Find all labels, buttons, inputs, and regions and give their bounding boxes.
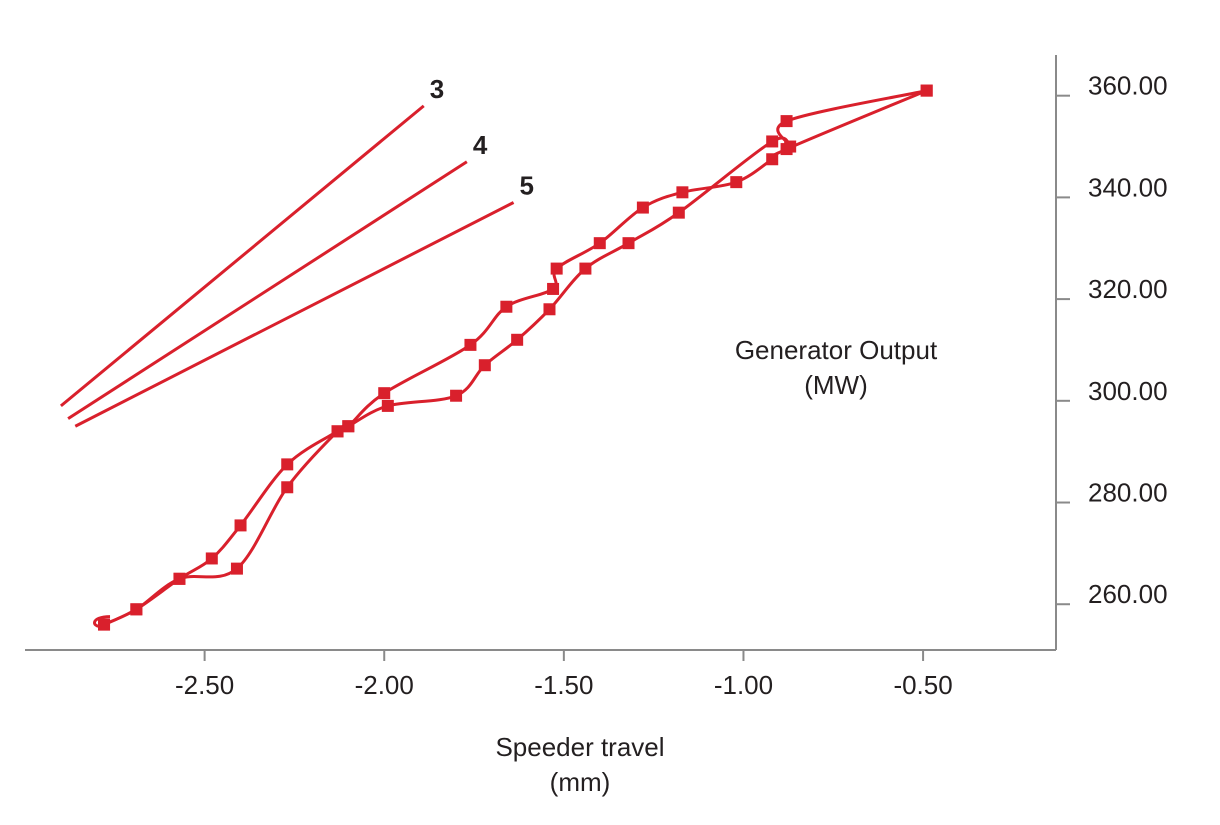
x-tick-label: -2.00 — [355, 670, 414, 700]
x-tick-label: -2.50 — [175, 670, 234, 700]
data-point — [543, 303, 556, 316]
x-tick-label: -1.00 — [714, 670, 773, 700]
x-axis-ticks: -2.50 -2.00 -1.50 -1.00 -0.50 — [175, 650, 953, 700]
data-point — [766, 153, 779, 166]
data-point — [730, 176, 743, 189]
reference-line-label: 3 — [430, 74, 444, 104]
data-point — [593, 237, 606, 250]
x-tick-label: -0.50 — [893, 670, 952, 700]
data-point — [230, 562, 243, 575]
data-point — [784, 140, 797, 153]
y-axis-unit: (MW) — [804, 370, 868, 400]
reference-line-3 — [59, 104, 425, 408]
data-point — [464, 338, 477, 351]
y-tick-label: 280.00 — [1088, 478, 1168, 508]
data-point — [381, 399, 394, 412]
data-series — [93, 84, 933, 631]
x-tick-label: -1.50 — [534, 670, 593, 700]
data-point — [511, 333, 524, 346]
reference-lines: 34 5 — [59, 74, 534, 428]
data-point — [331, 425, 344, 438]
data-point — [478, 359, 491, 372]
reference-line-label: 5 — [520, 170, 534, 200]
data-point — [98, 618, 111, 631]
data-point — [205, 552, 218, 565]
data-point — [234, 519, 247, 532]
y-tick-label: 260.00 — [1088, 579, 1168, 609]
data-point — [450, 389, 463, 402]
data-point — [676, 186, 689, 199]
data-point — [550, 262, 563, 275]
data-point — [130, 603, 143, 616]
data-point — [378, 387, 391, 400]
data-point — [780, 115, 793, 128]
reference-line-5 — [74, 201, 515, 428]
reference-line-label: 4 — [473, 130, 488, 160]
y-tick-label: 360.00 — [1088, 71, 1168, 101]
y-tick-label: 300.00 — [1088, 376, 1168, 406]
x-axis-title: Speeder travel — [495, 732, 664, 762]
data-point — [920, 84, 933, 97]
y-tick-label: 340.00 — [1088, 172, 1168, 202]
y-tick-label: 320.00 — [1088, 274, 1168, 304]
data-point — [672, 206, 685, 219]
data-point — [636, 201, 649, 214]
data-point — [766, 135, 779, 148]
data-point — [281, 481, 294, 494]
reference-line-4 — [67, 160, 468, 420]
turnaround-loop — [93, 615, 111, 629]
y-axis-title: Generator Output — [735, 335, 938, 365]
data-point — [547, 282, 560, 295]
x-axis-unit: (mm) — [550, 767, 611, 797]
data-point — [500, 300, 513, 313]
data-point — [173, 572, 186, 585]
data-point — [342, 420, 355, 433]
data-point — [579, 262, 592, 275]
y-axis-ticks: 260.00 280.00 300.00 320.00 340.00 360.00 — [1056, 71, 1168, 609]
data-point — [281, 458, 294, 471]
data-point — [622, 237, 635, 250]
